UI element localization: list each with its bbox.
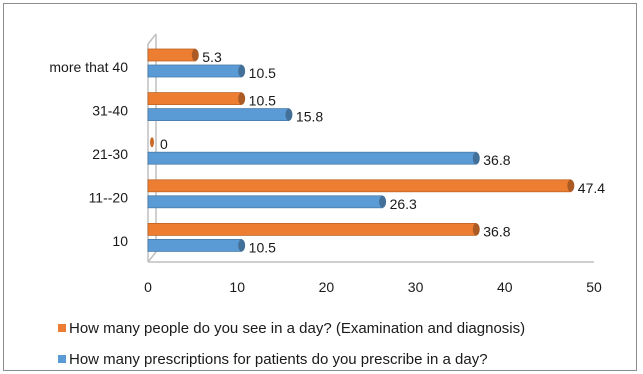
bar-orange-31-40 [147,92,243,105]
bar-blue-10 [147,238,243,252]
legend-swatch-orange [58,324,66,332]
data-label-blue: 26.3 [390,196,417,212]
legend-entry-people-seen: How many people do you see in a day? (Ex… [58,320,525,337]
x-tick-label: 20 [319,279,335,295]
category-label: more that 40 [49,59,128,75]
data-label-orange: 47.4 [578,180,605,196]
bar-orange-more-that-40 [147,48,196,62]
bar-zero-orange-21-30 [150,137,154,148]
x-tick-label: 50 [586,279,602,295]
bar-end-orange-more-that-40 [191,49,199,61]
bar-orange-11--20 [147,179,572,193]
bar-blue-more-that-40 [147,64,243,78]
legend-entry-prescriptions: How many prescriptions for patients do y… [58,351,488,368]
back-wall-edge [147,34,157,263]
bar-end-blue-21-30 [472,152,480,165]
legend-swatch-blue [58,355,66,363]
category-label: 10 [112,233,128,249]
data-label-blue: 36.8 [483,152,510,168]
bar-blue-11--20 [147,195,383,209]
bar-end-blue-more-that-40 [238,65,246,77]
top-corner-edge [147,33,157,45]
data-label-blue: 10.5 [249,239,276,255]
bar-orange-10 [147,222,477,236]
bar-end-orange-10 [472,223,480,236]
category-label: 21-30 [92,146,128,162]
x-tick-label: 30 [408,279,424,295]
bar-end-blue-31-40 [285,108,293,121]
data-label-orange: 10.5 [249,93,276,109]
bar-end-blue-10 [238,239,246,252]
legend-label: How many prescriptions for patients do y… [69,351,488,368]
data-label-blue: 10.5 [249,65,276,81]
category-label: 11--20 [89,190,129,206]
data-label-orange: 0 [160,136,168,152]
x-tick-label: 40 [497,279,513,295]
data-label-orange: 5.3 [202,49,222,65]
bar-blue-31-40 [147,108,290,121]
data-label-blue: 15.8 [296,109,323,125]
category-label: 31-40 [92,102,128,118]
bar-blue-21-30 [147,151,477,165]
data-label-orange: 36.8 [483,223,510,239]
bar-end-orange-31-40 [238,92,246,105]
legend-label: How many people do you see in a day? (Ex… [69,320,526,337]
x-tick-label: 0 [144,279,152,295]
x-tick-label: 10 [229,279,245,295]
bar-end-orange-11--20 [567,179,575,192]
bar-end-blue-11--20 [379,195,387,208]
